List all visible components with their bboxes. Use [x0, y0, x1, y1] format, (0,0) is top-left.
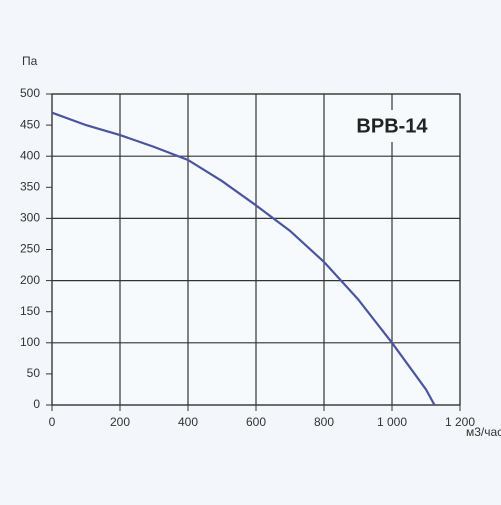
x-tick-label: 1 200: [445, 415, 475, 429]
y-tick-label: 150: [20, 304, 40, 318]
x-tick-label: 200: [110, 415, 130, 429]
y-tick-label: 400: [20, 148, 40, 162]
x-tick-label: 400: [178, 415, 198, 429]
x-tick-label: 1 000: [377, 415, 407, 429]
x-tick-label: 600: [246, 415, 266, 429]
x-tick-label: 800: [314, 415, 334, 429]
y-tick-label: 100: [20, 335, 40, 349]
y-tick-label: 500: [20, 86, 40, 100]
line: [51, 111, 436, 406]
x-axis-label: м3/час: [466, 425, 501, 439]
x-tick-label: 0: [49, 415, 56, 429]
y-axis-label: Па: [22, 54, 38, 68]
y-tick-label: 450: [20, 117, 40, 131]
chart-title: ВРВ-14: [356, 115, 428, 137]
y-tick-label: 300: [20, 211, 40, 225]
y-tick-label: 200: [20, 273, 40, 287]
y-tick-label: 0: [33, 397, 40, 411]
title-box: [344, 110, 440, 142]
y-tick-label: 350: [20, 179, 40, 193]
y-tick-label: 250: [20, 242, 40, 256]
y-tick-label: 50: [27, 366, 41, 380]
